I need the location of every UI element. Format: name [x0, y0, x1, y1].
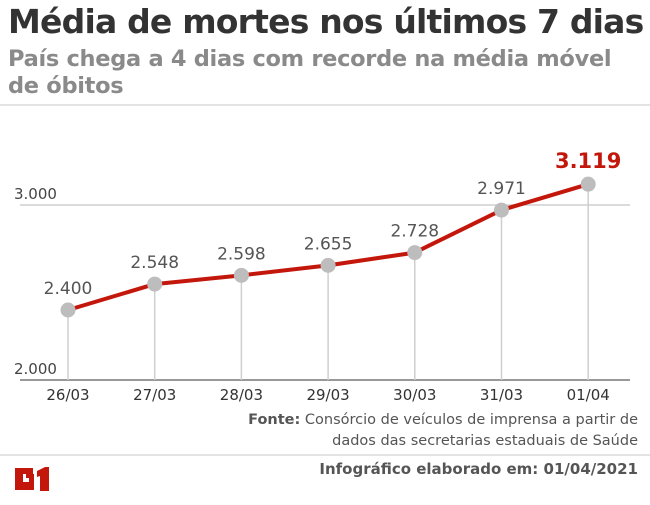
top-divider — [0, 104, 650, 106]
data-point — [407, 245, 423, 261]
line-chart: 2.000 3.000 2.400 26/03 2.548 27/03 2.598 28/03… — [14, 149, 630, 404]
source-text: Consórcio de veículos de imprensa a part… — [300, 412, 638, 449]
source-note: Fonte: Consórcio de veículos de imprensa… — [238, 410, 638, 452]
x-tick-label: 31/03 — [480, 386, 523, 404]
y-tick-label: 2.000 — [14, 360, 57, 378]
x-tick-label: 01/04 — [567, 386, 610, 404]
data-label: 3.119 — [555, 149, 621, 173]
data-label: 2.548 — [130, 253, 179, 273]
data-point — [580, 176, 596, 192]
g1-logo — [12, 465, 52, 495]
data-label: 2.971 — [477, 179, 526, 199]
data-label: 2.655 — [304, 234, 353, 254]
chart-subtitle: País chega a 4 dias com recorde na média… — [8, 46, 612, 99]
footer-date: Infográfico elaborado em: 01/04/2021 — [319, 460, 638, 478]
data-label: 2.598 — [217, 244, 266, 264]
y-tick-label: 3.000 — [14, 185, 57, 203]
x-tick-label: 28/03 — [220, 386, 263, 404]
data-label: 2.400 — [44, 279, 93, 299]
source-label: Fonte: — [248, 412, 301, 428]
chart-title: Média de mortes nos últimos 7 dias — [8, 2, 644, 41]
x-tick-label: 30/03 — [393, 386, 436, 404]
data-point — [233, 267, 249, 283]
data-point — [147, 276, 163, 292]
data-point — [60, 302, 76, 318]
x-tick-label: 26/03 — [46, 386, 89, 404]
x-tick-label: 27/03 — [133, 386, 176, 404]
bottom-divider — [0, 454, 650, 456]
data-point — [320, 257, 336, 273]
data-point — [494, 202, 509, 218]
x-tick-label: 29/03 — [306, 386, 349, 404]
data-label: 2.728 — [390, 222, 439, 242]
